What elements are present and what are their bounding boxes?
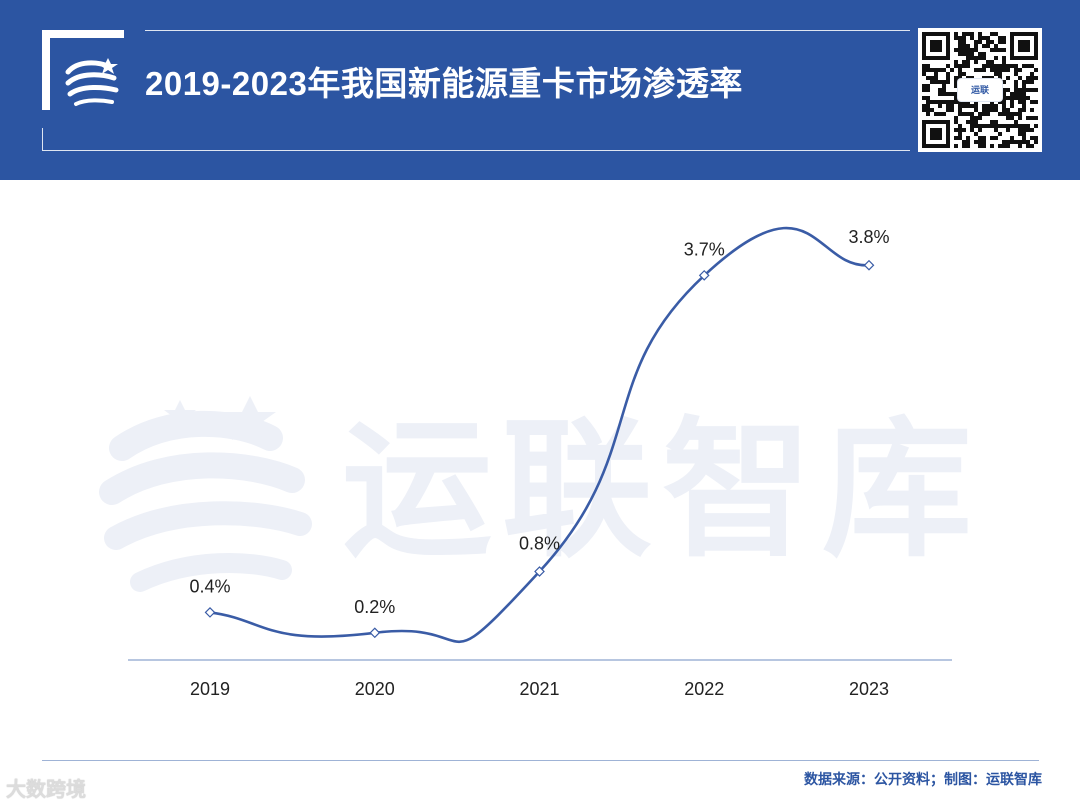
page-title: 2019-2023年我国新能源重卡市场渗透率	[145, 65, 743, 102]
header-banner: 2019-2023年我国新能源重卡市场渗透率 运联	[0, 0, 1080, 180]
x-tick-label-2023: 2023	[849, 679, 889, 699]
series-line	[209, 226, 870, 644]
source-note: 数据来源：公开资料；制图：运联智库	[804, 771, 1042, 787]
header-bracket-horizontal	[42, 30, 124, 38]
x-tick-label-2019: 2019	[190, 679, 230, 699]
data-point-2022	[698, 269, 710, 281]
data-label-2019: 0.4%	[189, 576, 230, 596]
data-label-2023: 3.8%	[848, 227, 889, 247]
x-tick-label-2020: 2020	[355, 679, 395, 699]
header-bracket-vertical	[42, 30, 50, 110]
data-point-2019	[204, 607, 216, 618]
data-point-2023	[863, 259, 875, 271]
brand-swoosh-icon	[65, 58, 119, 106]
corner-watermark: 大数跨境	[6, 779, 86, 801]
data-label-2021: 0.8%	[519, 534, 560, 554]
qr-center-logo: 运联	[958, 79, 1002, 101]
x-tick-label-2021: 2021	[519, 679, 559, 699]
header-rule-top	[145, 30, 910, 31]
data-point-2021	[534, 566, 545, 577]
qr-code[interactable]: 运联	[918, 28, 1042, 152]
header-rule-tick	[42, 128, 43, 150]
footer-rule	[42, 760, 1039, 761]
header-rule-bottom	[42, 150, 910, 151]
data-point-2020	[369, 627, 381, 639]
data-label-2022: 3.7%	[684, 239, 725, 259]
data-label-2020: 0.2%	[354, 597, 395, 617]
x-tick-label-2022: 2022	[684, 679, 724, 699]
watermark-text: 运联智库	[342, 406, 983, 574]
